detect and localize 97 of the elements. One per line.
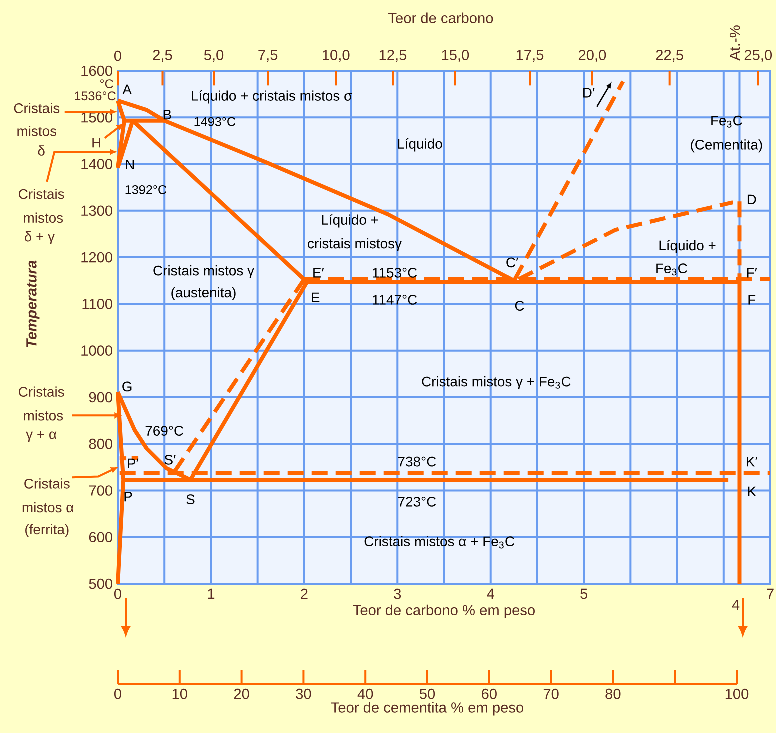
annotation: B: [164, 110, 172, 120]
annotation: Líquido +: [660, 240, 716, 254]
x2-tick-label: 80: [606, 688, 621, 700]
annotation: cristais mistosγ: [308, 238, 402, 252]
annotation: S′: [164, 455, 176, 465]
annotation: P′: [128, 458, 139, 468]
x-tick-label: 5: [580, 588, 588, 600]
text: 5,0: [204, 50, 224, 62]
annotation: S: [186, 494, 195, 505]
annotation: D: [748, 194, 756, 205]
annotation: Fe$_{3}$C: [656, 264, 688, 276]
x2-axis-title: Teor de cementita % em peso: [331, 702, 524, 716]
x-tick-label: 0: [114, 588, 122, 600]
annotation: G: [122, 382, 132, 392]
annotation: Fe$_{3}$C: [712, 116, 742, 128]
text: H: [92, 138, 100, 148]
text: mistos: [24, 212, 64, 224]
y-tick-label: 700: [89, 486, 112, 496]
annotation: Líquido: [398, 138, 442, 152]
annotation: (Cementita): [691, 140, 762, 153]
annotation: D′: [584, 88, 595, 98]
text: mistos α: [22, 502, 74, 513]
text: Cristais: [14, 103, 60, 114]
x-axis-title: Teor de carbono % em peso: [353, 604, 535, 618]
annotation: K: [748, 486, 756, 496]
annotation: 1147°C: [373, 295, 418, 305]
annotation: F′: [747, 268, 758, 278]
annotation: 1493°C: [194, 117, 236, 126]
annotation: F: [748, 295, 756, 305]
text: 20,0: [578, 50, 606, 62]
annotation: 738°C: [398, 456, 436, 467]
text: Cristais: [19, 188, 64, 200]
y-tick-label: 900: [89, 392, 112, 403]
text: 10,0: [323, 50, 350, 62]
text: δ: [38, 146, 45, 156]
y-tick-label: 1300: [82, 206, 112, 216]
text: δ + γ: [24, 231, 55, 244]
text: (ferrita): [26, 524, 69, 538]
annotation: (austenita): [172, 287, 236, 300]
x2-tick-label: 50: [420, 688, 436, 700]
x-tick-label: 7: [767, 588, 774, 599]
annotation: P: [124, 492, 132, 502]
x-tick-label: 2: [301, 588, 308, 600]
x-tick-label: 1: [208, 588, 215, 599]
y-tick-label: 1100: [82, 299, 112, 310]
text: 17,5: [516, 50, 544, 62]
x2-tick-label: 0: [114, 688, 122, 700]
annotation: E: [312, 292, 320, 302]
text: mistos: [24, 410, 64, 421]
annotation: 769°C: [146, 426, 184, 436]
annotation: A: [122, 84, 132, 94]
x-tick-label: 3: [394, 588, 402, 600]
text: 12,5: [380, 50, 407, 62]
x2-tick-label: 20: [234, 688, 250, 700]
y-tick-label: 800: [89, 438, 112, 450]
chart-title: Teor de carbono: [388, 12, 494, 24]
annotation: 1536°C: [75, 92, 116, 101]
text: 0: [114, 50, 122, 62]
x2-tick-label: 10: [172, 688, 188, 700]
annotation: Cristais mistos γ: [154, 266, 254, 279]
text: mistos: [18, 126, 57, 136]
x-tick-label: 4: [487, 588, 494, 599]
text: γ + α: [26, 431, 57, 442]
annotation: C′: [506, 258, 518, 268]
annotation: 723°C: [398, 496, 436, 507]
annotation: Cristais mistos α + Fe$_{3}$C: [364, 536, 515, 549]
text: Cristais: [24, 478, 70, 489]
text: Cristais: [19, 386, 64, 397]
text: 15,0: [442, 50, 470, 62]
x2-tick-label: 70: [544, 688, 559, 700]
annotation: C: [515, 301, 524, 311]
x2-tick-label: 40: [358, 688, 374, 700]
text: At.-%: [730, 26, 740, 61]
y-tick-label: 500: [89, 578, 112, 590]
y-axis-title: Temperatura: [26, 260, 40, 348]
x2-tick-label: 60: [482, 688, 497, 700]
text: °C: [100, 80, 114, 89]
annotation: Líquido +: [322, 214, 378, 228]
annotation: N: [126, 160, 134, 170]
annotation: E′: [314, 268, 324, 278]
text: 7,5: [258, 50, 278, 62]
annotation: Líquido + cristais mistos σ: [192, 90, 352, 104]
y-tick-label: 1000: [82, 346, 112, 356]
x2-tick-label: 30: [296, 688, 312, 700]
y-tick-label: 1600: [82, 66, 112, 76]
y-tick-label: 600: [89, 532, 112, 543]
x2-tick-label: 100: [726, 688, 749, 700]
annotation: 1392°C: [126, 185, 167, 194]
annotation: K′: [747, 457, 758, 467]
text: 25,0: [744, 50, 772, 62]
y-tick-label: 1200: [82, 252, 112, 263]
text: 4: [732, 600, 740, 610]
annotation: Cristais mistos γ + Fe$_{3}$C: [422, 376, 571, 390]
text: 2,5: [153, 50, 172, 62]
text: 22,5: [656, 50, 684, 62]
y-tick-label: 1400: [82, 159, 112, 170]
annotation: 1153°C: [373, 268, 418, 278]
